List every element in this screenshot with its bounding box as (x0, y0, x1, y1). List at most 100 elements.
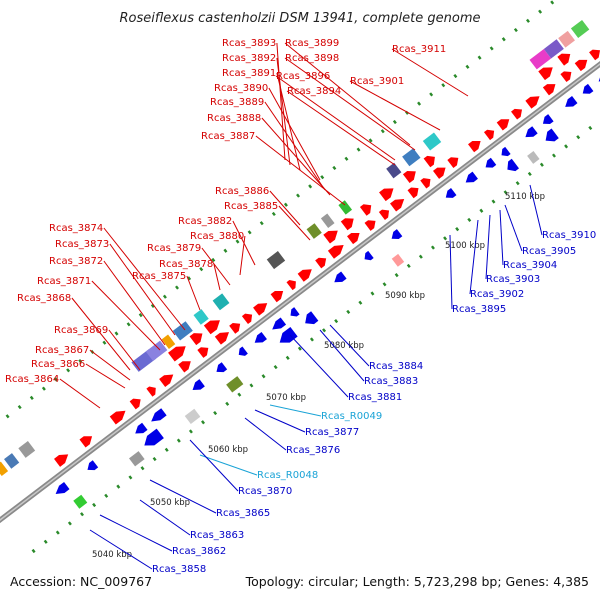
feature-block (402, 148, 421, 167)
leader-line (284, 57, 416, 151)
leader-line (59, 378, 101, 409)
forward-gene-arrow (297, 269, 312, 282)
forward-gene-label[interactable]: Rcas_3869 (54, 325, 108, 336)
tick-mark-inner (309, 337, 314, 342)
leader-line (261, 117, 331, 196)
tick-mark-outer (441, 83, 446, 88)
reverse-gene-arrow (334, 271, 347, 283)
feature-block (320, 213, 335, 228)
reverse-gene-label[interactable]: Rcas_3895 (452, 304, 506, 315)
leader-line (199, 454, 258, 476)
tick-mark-inner (394, 273, 399, 278)
forward-gene-arrow (146, 386, 156, 397)
reverse-gene-label[interactable]: Rcas_3910 (542, 230, 596, 241)
forward-gene-label[interactable]: Rcas_3889 (210, 97, 264, 108)
forward-gene-label[interactable]: Rcas_3864 (5, 374, 59, 385)
forward-gene-label[interactable]: Rcas_3879 (147, 243, 201, 254)
reverse-gene-arrow (151, 408, 167, 422)
forward-gene-label[interactable]: Rcas_3892 (222, 53, 276, 64)
forward-gene-label[interactable]: Rcas_3880 (190, 231, 244, 242)
forward-gene-label[interactable]: Rcas_3868 (17, 293, 71, 304)
forward-gene-label[interactable]: Rcas_3875 (132, 271, 186, 282)
reverse-gene-arrow (144, 428, 164, 446)
feature-block (193, 309, 209, 325)
forward-gene-label[interactable]: Rcas_3898 (285, 53, 339, 64)
leader-line (91, 280, 161, 351)
tick-mark-outer (211, 257, 216, 263)
reverse-gene-label[interactable]: Rcas_3905 (522, 246, 576, 257)
forward-gene-arrow (178, 361, 191, 373)
reverse-gene-label[interactable]: Rcas_3883 (364, 376, 418, 387)
reverse-gene-arrow (216, 362, 228, 373)
reverse-gene-label[interactable]: Rcas_3876 (286, 445, 340, 456)
forward-gene-label[interactable]: Rcas_3888 (207, 113, 261, 124)
leader-line (391, 48, 469, 97)
feature-block (391, 253, 405, 267)
reverse-gene-arrow (364, 250, 374, 261)
feature-block (422, 132, 442, 151)
inner-feature-track (73, 151, 540, 509)
tick-mark-inner (503, 190, 508, 195)
tick-mark-inner (479, 208, 484, 213)
scale-label: 5100 kbp (445, 241, 485, 251)
leader-line (276, 72, 301, 171)
forward-gene-label[interactable]: Rcas_3878 (159, 259, 213, 270)
leader-line (201, 247, 231, 286)
tick-mark-inner (55, 530, 60, 535)
reverse-gene-label[interactable]: Rcas_3903 (486, 274, 540, 285)
forward-gene-label[interactable]: Rcas_3885 (224, 201, 278, 212)
forward-gene-label[interactable]: Rcas_3901 (350, 76, 404, 87)
forward-gene-arrow (420, 178, 431, 189)
reverse-gene-arrow (135, 422, 148, 434)
reverse-gene-label[interactable]: Rcas_3865 (216, 508, 270, 519)
forward-gene-label[interactable]: Rcas_3887 (201, 131, 255, 142)
reverse-gene-label[interactable]: Rcas_R0049 (321, 411, 382, 422)
reverse-gene-label[interactable]: Rcas_3902 (470, 289, 524, 300)
reverse-gene-label[interactable]: Rcas_3881 (348, 392, 402, 403)
forward-gene-label[interactable]: Rcas_3874 (49, 223, 103, 234)
scale-label: 5040 kbp (92, 550, 132, 560)
forward-gene-arrow (241, 313, 253, 325)
reverse-gene-label[interactable]: Rcas_3884 (369, 361, 423, 372)
leader-line (529, 184, 543, 236)
tick-mark-inner (43, 539, 48, 544)
forward-gene-arrow (390, 199, 405, 212)
tick-mark-outer (126, 322, 131, 327)
feature-block (529, 48, 552, 70)
feature-block (338, 200, 353, 215)
forward-gene-label[interactable]: Rcas_3890 (214, 83, 268, 94)
forward-gene-label[interactable]: Rcas_3894 (287, 86, 341, 97)
forward-gene-label[interactable]: Rcas_3893 (222, 38, 276, 49)
tick-mark-outer (392, 119, 397, 125)
reverse-gene-label[interactable]: Rcas_3863 (190, 530, 244, 541)
forward-gene-label[interactable]: Rcas_3866 (31, 359, 85, 370)
forward-gene-label[interactable]: Rcas_3891 (222, 68, 276, 79)
forward-gene-arrow (347, 232, 360, 245)
forward-gene-label[interactable]: Rcas_3872 (49, 256, 103, 267)
forward-gene-label[interactable]: Rcas_3911 (392, 44, 446, 55)
forward-gene-label[interactable]: Rcas_3886 (215, 186, 269, 197)
forward-gene-label[interactable]: Rcas_3899 (285, 38, 339, 49)
forward-gene-label[interactable]: Rcas_3871 (37, 276, 91, 287)
reverse-gene-label[interactable]: Rcas_3862 (172, 546, 226, 557)
tick-mark-outer (102, 340, 107, 345)
feature-block (161, 334, 176, 349)
forward-gene-label[interactable]: Rcas_3882 (178, 216, 232, 227)
reverse-gene-label[interactable]: Rcas_3877 (305, 427, 359, 438)
forward-gene-label[interactable]: Rcas_3896 (276, 71, 330, 82)
forward-gene-arrow (286, 280, 296, 291)
reverse-gene-label[interactable]: Rcas_R0048 (257, 470, 318, 481)
feature-block (73, 494, 88, 509)
reverse-gene-label[interactable]: Rcas_3904 (503, 260, 557, 271)
reverse-gene-label[interactable]: Rcas_3870 (238, 486, 292, 497)
reverse-gene-label[interactable]: Rcas_3858 (152, 564, 206, 575)
forward-gene-label[interactable]: Rcas_3867 (35, 345, 89, 356)
tick-mark-outer (235, 239, 240, 244)
tick-mark-inner (140, 466, 145, 471)
tick-mark-outer (429, 92, 434, 97)
tick-mark-inner (334, 319, 339, 324)
forward-gene-label[interactable]: Rcas_3873 (55, 239, 109, 250)
tick-mark-outer (271, 211, 276, 217)
tick-mark-inner (92, 502, 97, 508)
feature-block (306, 223, 322, 239)
